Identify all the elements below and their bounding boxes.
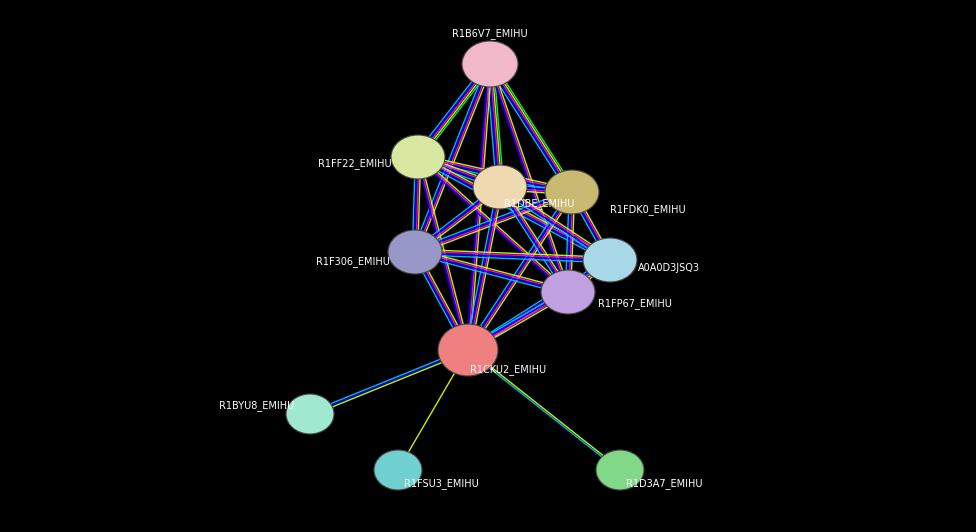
- Text: R1D3A7_EMIHU: R1D3A7_EMIHU: [626, 479, 703, 489]
- Ellipse shape: [388, 230, 442, 274]
- Text: R1FP67_EMIHU: R1FP67_EMIHU: [598, 298, 671, 310]
- Ellipse shape: [473, 165, 527, 209]
- Text: R1F306_EMIHU: R1F306_EMIHU: [316, 256, 390, 268]
- Text: R1FF22_EMIHU: R1FF22_EMIHU: [318, 159, 392, 170]
- Text: R1BYU8_EMIHU: R1BYU8_EMIHU: [219, 401, 294, 411]
- Ellipse shape: [374, 450, 422, 490]
- Ellipse shape: [541, 270, 595, 314]
- Ellipse shape: [596, 450, 644, 490]
- Text: R1FDK0_EMIHU: R1FDK0_EMIHU: [610, 204, 685, 215]
- Text: R1CKU2_EMIHU: R1CKU2_EMIHU: [470, 364, 547, 376]
- Ellipse shape: [391, 135, 445, 179]
- Text: R1DBE_EMIHU: R1DBE_EMIHU: [504, 198, 574, 210]
- Ellipse shape: [462, 41, 518, 87]
- Text: A0A0D3JSQ3: A0A0D3JSQ3: [638, 263, 700, 273]
- Ellipse shape: [286, 394, 334, 434]
- Text: R1FSU3_EMIHU: R1FSU3_EMIHU: [404, 479, 479, 489]
- Ellipse shape: [545, 170, 599, 214]
- Ellipse shape: [438, 324, 498, 376]
- Text: R1B6V7_EMIHU: R1B6V7_EMIHU: [452, 29, 528, 39]
- Ellipse shape: [583, 238, 637, 282]
